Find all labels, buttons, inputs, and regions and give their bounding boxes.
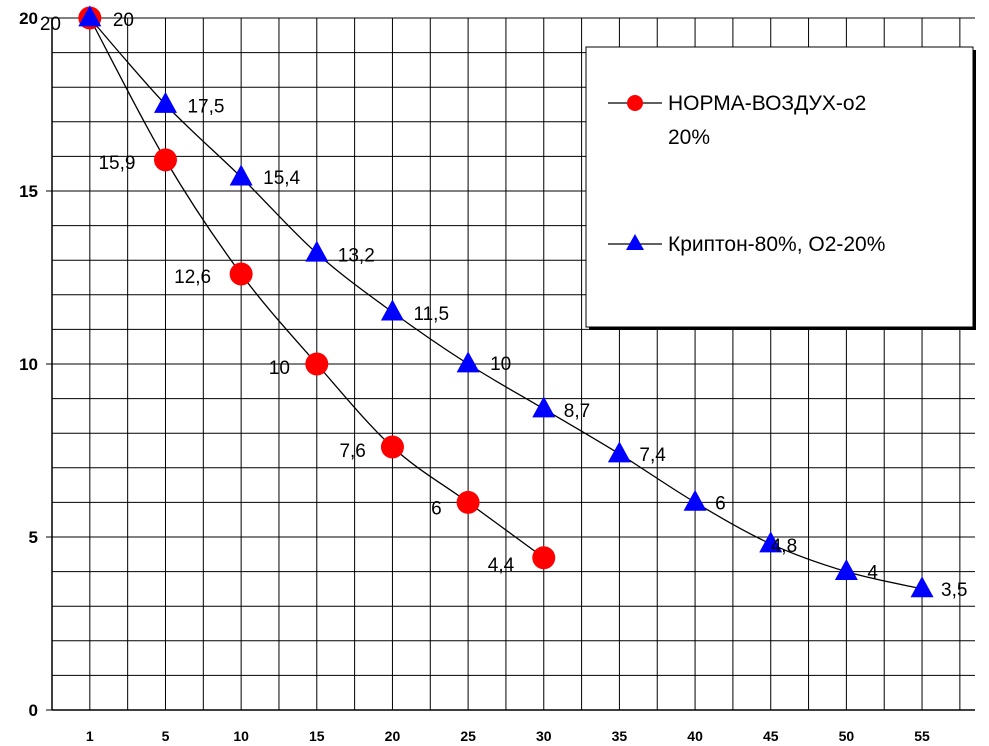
- data-label: 8,7: [564, 401, 590, 422]
- legend: НОРМА-ВОЗДУХ-о2 20% Криптон-80%, О2-20%: [585, 46, 976, 330]
- data-point: [229, 164, 253, 186]
- legend-marker: [627, 95, 643, 111]
- data-point: [305, 240, 329, 262]
- y-tick-label: 0: [29, 701, 38, 720]
- x-tick-label: 30: [536, 728, 552, 744]
- data-point: [910, 576, 934, 598]
- data-point: [229, 262, 253, 286]
- data-label: 12,6: [174, 267, 211, 288]
- data-label: 6: [431, 498, 442, 519]
- data-point: [380, 299, 404, 321]
- legend-label: Криптон-80%, О2-20%: [668, 233, 885, 256]
- data-label: 7,6: [339, 441, 365, 462]
- series-markers: [78, 5, 934, 598]
- x-tick-label: 25: [460, 728, 476, 744]
- y-tick-label: 10: [19, 355, 38, 374]
- legend-marker: [626, 234, 644, 250]
- data-point: [380, 435, 404, 459]
- data-label: 4: [867, 563, 878, 584]
- data-point: [153, 91, 177, 113]
- data-point: [305, 352, 329, 376]
- legend-label: 20%: [668, 126, 710, 149]
- data-label: 15,4: [263, 168, 300, 189]
- data-label: 13,2: [338, 245, 375, 266]
- x-tick-label: 35: [612, 728, 628, 744]
- x-tick-label: 10: [233, 728, 249, 744]
- data-label: 11,5: [413, 304, 449, 325]
- data-point: [153, 148, 177, 172]
- y-tick-label: 15: [19, 182, 38, 201]
- data-point: [834, 559, 858, 580]
- x-tick-label: 20: [385, 728, 401, 744]
- legend-box: [585, 46, 974, 328]
- data-label: 20: [113, 10, 134, 31]
- data-point: [532, 396, 556, 418]
- x-tick-label: 40: [687, 728, 703, 744]
- data-label: 4,4: [488, 555, 515, 576]
- data-point: [456, 490, 480, 514]
- data-label: 7,4: [639, 445, 666, 466]
- legend-label: НОРМА-ВОЗДУХ-о2: [668, 92, 866, 115]
- data-point: [78, 5, 102, 27]
- x-tick-label: 5: [162, 728, 170, 744]
- data-label: 15,9: [98, 153, 135, 174]
- data-label: 6: [715, 493, 726, 514]
- data-point: [456, 351, 480, 373]
- data-label: 20: [40, 14, 61, 35]
- y-tick-label: 5: [29, 528, 38, 547]
- y-tick-label: 20: [19, 9, 38, 28]
- data-label: 17,5: [187, 97, 224, 118]
- data-point: [759, 531, 783, 553]
- data-point: [607, 441, 631, 463]
- data-point: [683, 489, 707, 511]
- data-label: 4,8: [771, 536, 797, 557]
- data-point: [532, 546, 556, 570]
- data-labels: 20 17,5 15,4 13,2 11,5 10 8,7 7,4 6 4,8 4 3,5 20 15,9…: [40, 10, 968, 601]
- data-label: 10: [269, 358, 290, 379]
- data-label: 10: [490, 354, 511, 375]
- x-tick-label: 1: [86, 728, 94, 744]
- x-tick-label: 45: [763, 728, 779, 744]
- data-label: 3,5: [941, 580, 967, 601]
- x-tick-label: 55: [914, 728, 930, 744]
- x-tick-label: 15: [309, 728, 325, 744]
- x-tick-label: 50: [839, 728, 855, 744]
